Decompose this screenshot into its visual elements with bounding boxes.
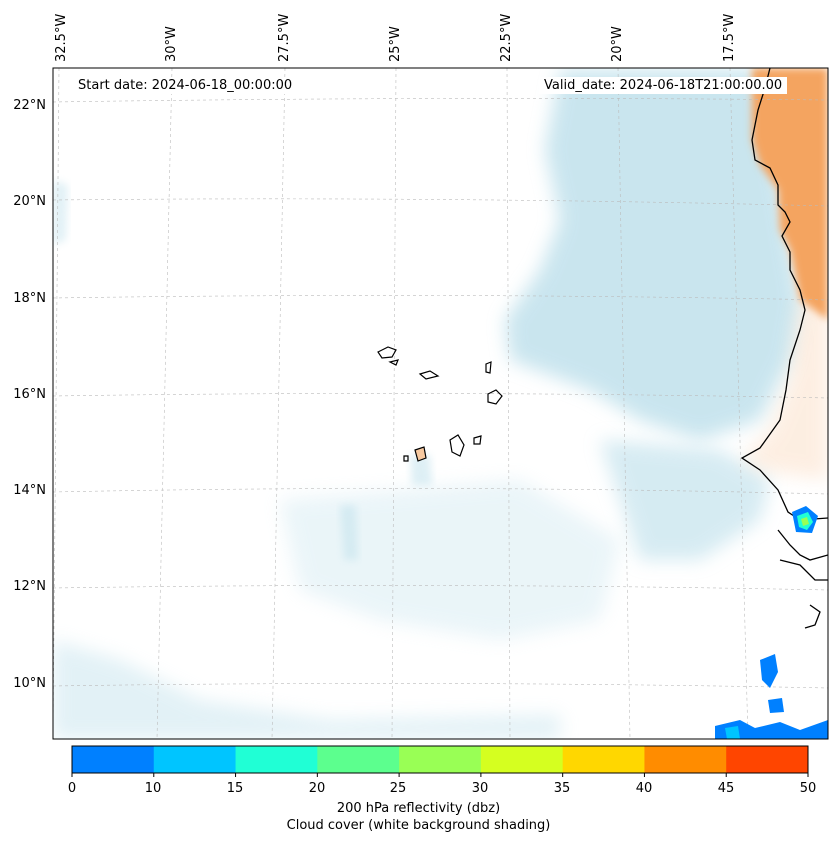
colorbar-tick: 35 (553, 781, 571, 796)
colorbar-segment (235, 746, 318, 773)
colorbar-tick: 40 (635, 781, 653, 796)
colorbar-tick: 50 (799, 781, 817, 796)
lat-label: 20°N (13, 194, 46, 209)
lon-label: 32.5°W (54, 13, 69, 62)
lon-label: 30°W (164, 26, 179, 62)
colorbar-segment (317, 746, 400, 773)
colorbar-segment (726, 746, 809, 773)
lat-label: 12°N (13, 579, 46, 594)
lat-label: 18°N (13, 291, 46, 306)
graticule (53, 68, 828, 739)
lon-label: 25°W (388, 26, 403, 62)
lon-label: 17.5°W (722, 13, 737, 62)
valid-date-label: Valid_date: 2024-06-18T21:00:00.00 (539, 77, 788, 94)
colorbar-segment (562, 746, 645, 773)
cape-verde-islands (377, 346, 503, 462)
coastline (740, 68, 828, 629)
colorbar-tick: 10 (144, 781, 162, 796)
colorbar-segment (480, 746, 564, 773)
reflectivity-cells (715, 506, 828, 739)
lat-label: 16°N (13, 387, 46, 402)
colorbar-tick: 25 (389, 781, 407, 796)
colorbar-segment (399, 746, 482, 773)
colorbar-segment (644, 746, 727, 773)
colorbar-tick: 20 (308, 781, 326, 796)
land-shading (742, 68, 828, 480)
lon-label: 20°W (610, 26, 625, 62)
colorbar-tick: 45 (717, 781, 735, 796)
colorbar-segment (153, 746, 237, 773)
colorbar (71, 745, 809, 777)
colorbar-label: 200 hPa reflectivity (dbz) (336, 801, 501, 816)
lon-label: 22.5°W (499, 13, 514, 62)
lat-label: 10°N (13, 676, 46, 691)
colorbar-frame (71, 745, 809, 774)
colorbar-tick: 15 (226, 781, 244, 796)
lat-label: 14°N (13, 483, 46, 498)
lat-label: 22°N (13, 98, 46, 113)
colorbar-sublabel: Cloud cover (white background shading) (286, 818, 551, 833)
colorbar-tick: 0 (67, 781, 77, 796)
lon-label: 27.5°W (277, 13, 292, 62)
map-frame (52, 67, 829, 740)
start-date-label: Start date: 2024-06-18_00:00:00 (73, 77, 298, 94)
cloud-cover-shading (53, 70, 800, 739)
colorbar-segment (72, 746, 155, 773)
colorbar-tick: 30 (471, 781, 489, 796)
